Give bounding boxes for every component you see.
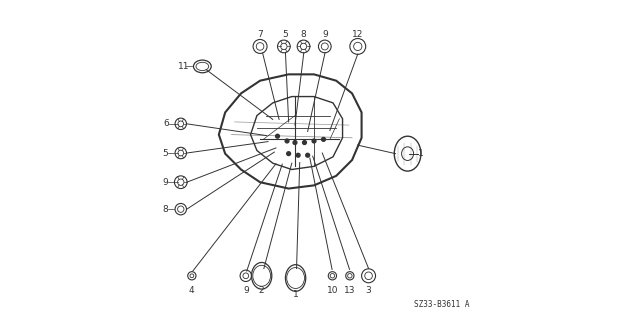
- Text: 9: 9: [243, 285, 249, 295]
- Text: 9: 9: [322, 30, 328, 39]
- Circle shape: [287, 152, 291, 156]
- Text: 5: 5: [162, 148, 168, 157]
- Text: 13: 13: [344, 285, 355, 295]
- Circle shape: [303, 141, 306, 144]
- Text: 5: 5: [282, 30, 288, 39]
- Text: 7: 7: [257, 30, 263, 39]
- Text: 1: 1: [418, 149, 424, 158]
- Text: 3: 3: [365, 285, 371, 295]
- Circle shape: [285, 139, 289, 143]
- Text: 11: 11: [178, 62, 189, 71]
- Text: 1: 1: [293, 290, 298, 299]
- Circle shape: [296, 153, 300, 157]
- Text: 8: 8: [301, 30, 306, 39]
- Circle shape: [312, 139, 316, 143]
- Circle shape: [276, 134, 279, 138]
- Circle shape: [293, 141, 297, 144]
- Circle shape: [322, 138, 325, 141]
- Text: 6: 6: [163, 119, 169, 128]
- Text: SZ33-B3611 A: SZ33-B3611 A: [414, 300, 470, 309]
- Text: 10: 10: [327, 285, 338, 295]
- Text: 12: 12: [352, 30, 364, 39]
- Text: 8: 8: [162, 205, 168, 214]
- Circle shape: [306, 153, 310, 157]
- Text: 4: 4: [189, 285, 195, 295]
- Text: 9: 9: [162, 178, 168, 187]
- Text: 2: 2: [259, 285, 264, 295]
